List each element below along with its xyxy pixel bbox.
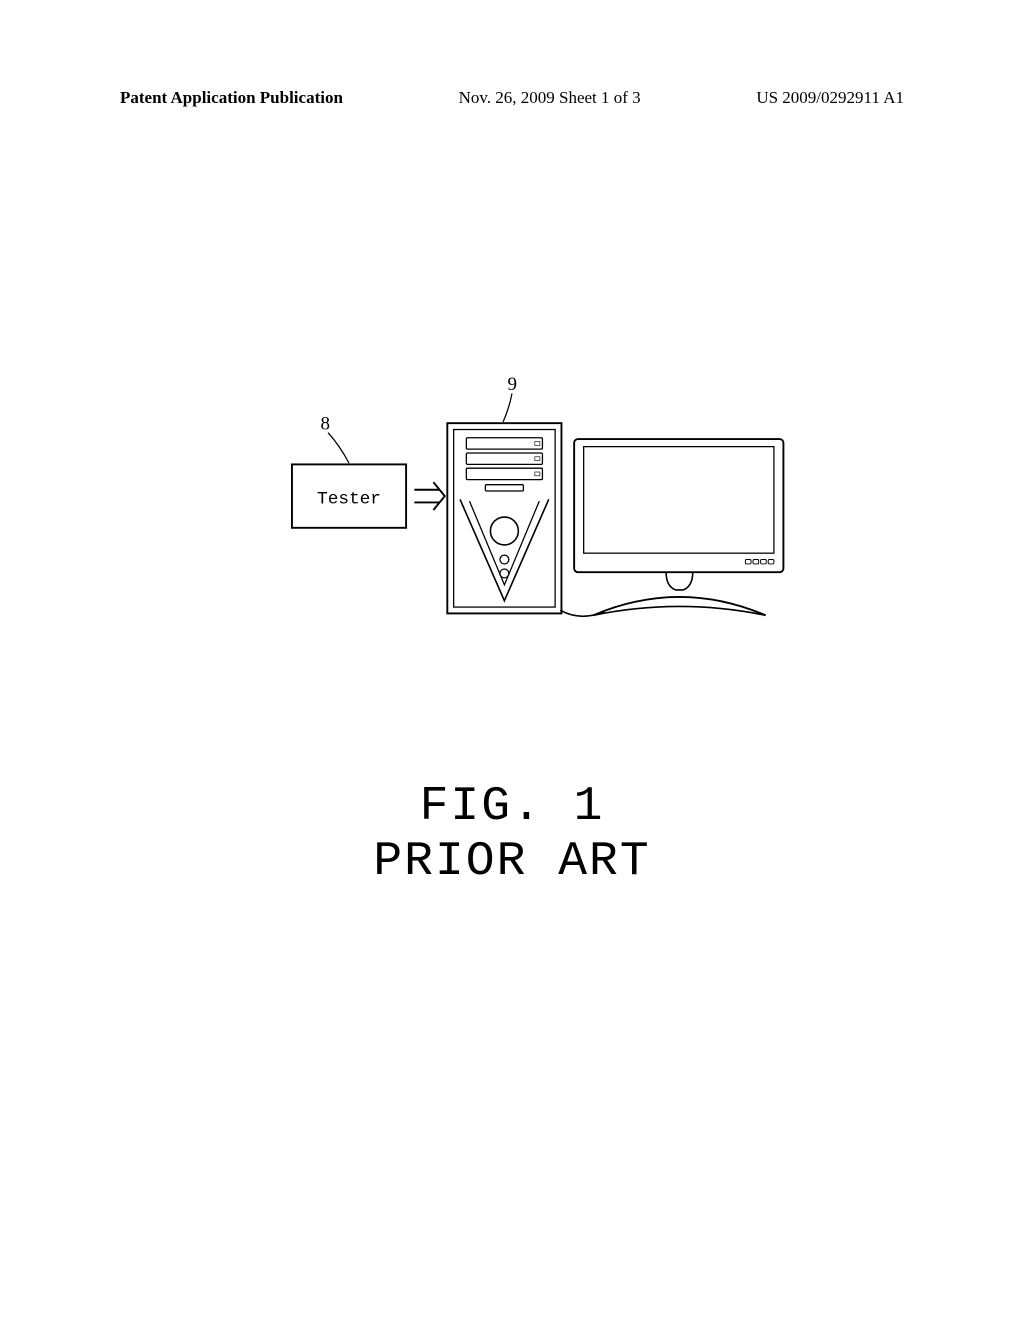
header-right-text: US 2009/0292911 A1 bbox=[756, 88, 904, 108]
page-header: Patent Application Publication Nov. 26, … bbox=[0, 88, 1024, 108]
callout-9-leader bbox=[503, 393, 512, 422]
caption-line2: PRIOR ART bbox=[0, 835, 1024, 890]
caption-line1: FIG. 1 bbox=[0, 780, 1024, 835]
callout-8-leader bbox=[328, 433, 349, 463]
callout-9-number: 9 bbox=[508, 374, 518, 395]
tester-label: Tester bbox=[317, 490, 381, 510]
callout-8-number: 8 bbox=[320, 414, 330, 435]
figure-caption: FIG. 1 PRIOR ART bbox=[0, 780, 1024, 890]
monitor-node bbox=[574, 439, 783, 615]
computer-tower-node: 9 bbox=[447, 374, 561, 613]
header-left-text: Patent Application Publication bbox=[120, 88, 343, 108]
tester-node: Tester 8 bbox=[292, 414, 406, 528]
arrow-tester-to-computer bbox=[414, 482, 444, 510]
cable-computer-monitor bbox=[560, 610, 604, 616]
header-center-text: Nov. 26, 2009 Sheet 1 of 3 bbox=[459, 88, 641, 108]
figure-diagram: Tester 8 9 bbox=[0, 160, 1024, 680]
